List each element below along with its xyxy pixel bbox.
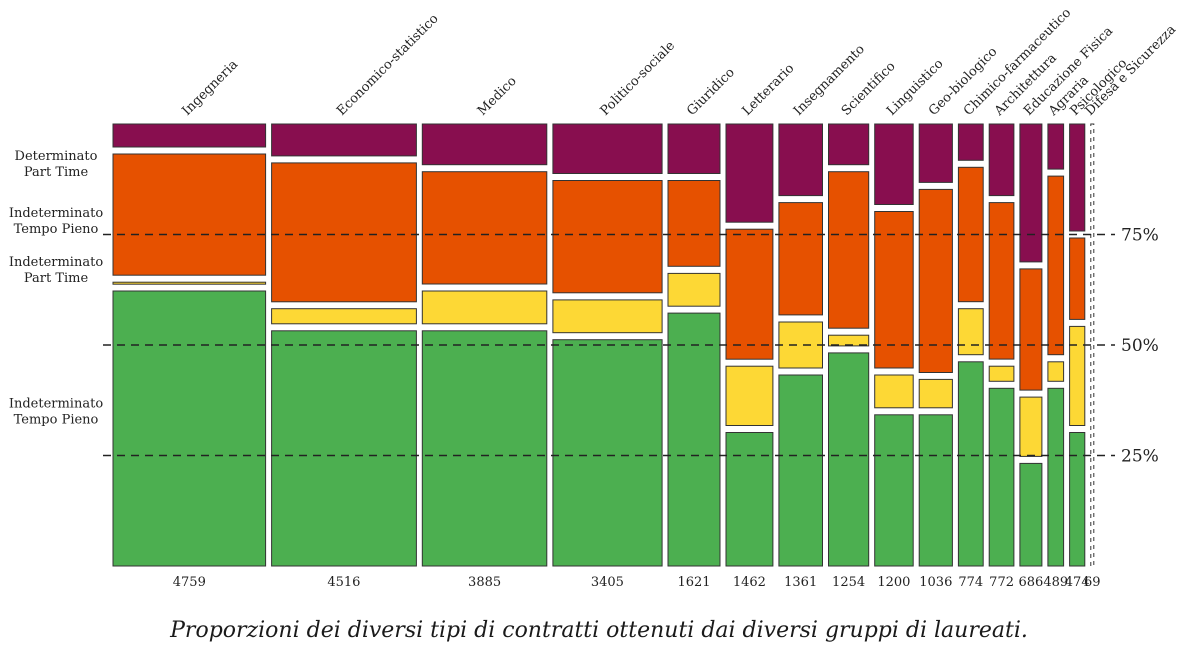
bar-segment-determinato_tempo_pieno [988, 202, 1015, 360]
bar-segment-determinato_tempo_pieno [725, 228, 774, 360]
bar-segment-indeterminato_tempo_pieno [957, 361, 984, 567]
bar-segment-determinato_tempo_pieno [1019, 268, 1043, 391]
bar-segment-indeterminato_tempo_pieno [112, 290, 267, 567]
bar-segment-indeterminato_part_time [1069, 325, 1086, 426]
bar-segment-indeterminato_tempo_pieno [778, 374, 824, 567]
segment-label: Indeterminato [9, 206, 103, 221]
bar-segment-determinato_tempo_pieno [828, 171, 870, 329]
y-tick-label: 25% [1121, 447, 1159, 467]
bar-segment-indeterminato_tempo_pieno [1019, 462, 1043, 567]
bar-segment-determinato_part_time [1069, 123, 1086, 232]
count-label: 1036 [919, 575, 952, 590]
bar-segment-indeterminato_tempo_pieno [1069, 432, 1086, 567]
segment-label: Determinato [15, 149, 98, 164]
bar-segment-determinato_tempo_pieno [271, 162, 417, 303]
bar-segment-indeterminato_part_time [778, 321, 824, 369]
category-label: Economico-statistico [334, 11, 442, 119]
count-label: 3405 [591, 575, 624, 590]
bar-segment-indeterminato_part_time [957, 308, 984, 356]
count-label: 1462 [733, 575, 766, 590]
bar-segment-indeterminato_part_time [421, 290, 548, 325]
bar-segment-indeterminato_part_time [725, 365, 774, 427]
count-label: 1200 [877, 575, 910, 590]
bar-segment-indeterminato_part_time [874, 374, 914, 409]
count-label: 1621 [677, 575, 710, 590]
count-label: 1254 [832, 575, 865, 590]
bar-segment-determinato_part_time [918, 123, 953, 183]
bar-segment-determinato_part_time [667, 123, 721, 174]
category-label: Letterario [740, 61, 798, 119]
bar-segment-determinato_tempo_pieno [552, 180, 663, 294]
count-label: 774 [958, 575, 983, 590]
bar-segment-determinato_tempo_pieno [421, 171, 548, 285]
segment-label: Part Time [24, 165, 89, 180]
bar-segment-determinato_tempo_pieno [112, 153, 267, 276]
bar-segment-indeterminato_tempo_pieno [725, 432, 774, 567]
count-label: 686 [1018, 575, 1043, 590]
bar-segment-indeterminato_tempo_pieno [988, 387, 1015, 567]
bar-segment-determinato_tempo_pieno [1069, 237, 1086, 320]
bar-segment-indeterminato_part_time [988, 365, 1015, 382]
bar-segment-indeterminato_tempo_pieno [667, 312, 721, 567]
bar-segment-determinato_part_time [421, 123, 548, 166]
bar-segment-indeterminato_tempo_pieno [421, 330, 548, 567]
y-tick-label: 50% [1121, 336, 1159, 356]
bar-segment-determinato_part_time [112, 123, 267, 148]
bar-segment-determinato_tempo_pieno [918, 188, 953, 373]
bar-segment-determinato_part_time [725, 123, 774, 223]
bar-segment-indeterminato_part_time [271, 308, 417, 325]
y-tick-label: 75% [1121, 226, 1159, 246]
bar-segment-determinato_tempo_pieno [874, 211, 914, 369]
segment-label: Tempo Pieno [14, 412, 99, 427]
category-label: Giuridico [684, 65, 738, 119]
bar-segment-indeterminato_part_time [1019, 396, 1043, 457]
bar-segment-indeterminato_part_time [552, 299, 663, 334]
count-label: 489 [1043, 575, 1068, 590]
bar-segment-determinato_part_time [957, 123, 984, 161]
count-label: 474 [1065, 575, 1090, 590]
bar-segment-indeterminato_tempo_pieno [1047, 387, 1065, 567]
bar-segment-indeterminato_tempo_pieno [828, 352, 870, 567]
bar-segment-indeterminato_part_time [112, 281, 267, 285]
bar-segment-indeterminato_tempo_pieno [552, 339, 663, 567]
bar-segment-indeterminato_tempo_pieno [918, 414, 953, 567]
bar-segment-determinato_tempo_pieno [778, 202, 824, 316]
bar-segment-determinato_tempo_pieno [667, 180, 721, 267]
bar-segment-indeterminato_tempo_pieno [271, 330, 417, 567]
segment-label: Tempo Pieno [14, 222, 99, 237]
category-label: Ingegneria [180, 57, 242, 119]
bar-segment-determinato_part_time [1019, 123, 1043, 263]
segment-label: Part Time [24, 271, 89, 286]
segment-label: Indeterminato [9, 255, 103, 270]
bar-segment-determinato_part_time [828, 123, 870, 166]
count-label: 772 [989, 575, 1014, 590]
category-label: Politico-sociale [598, 38, 679, 119]
count-label: 3885 [468, 575, 501, 590]
bar-segment-determinato_tempo_pieno [1047, 175, 1065, 356]
count-label: 69 [1084, 575, 1101, 590]
bar-segment-determinato_part_time [1090, 123, 1095, 567]
count-label: 4759 [173, 575, 206, 590]
bar-segment-indeterminato_tempo_pieno [874, 414, 914, 567]
count-label: 1361 [784, 575, 817, 590]
bar-segment-determinato_part_time [874, 123, 914, 205]
bar-segment-determinato_part_time [271, 123, 417, 157]
bar-segment-indeterminato_part_time [1047, 361, 1065, 382]
chart-caption: Proporzioni dei diversi tipi di contratt… [170, 618, 1028, 643]
bar-segment-indeterminato_part_time [828, 334, 870, 347]
bar-segment-indeterminato_part_time [918, 378, 953, 409]
count-label: 4516 [327, 575, 360, 590]
bar-segment-indeterminato_part_time [667, 272, 721, 307]
segment-label: Indeterminato [9, 396, 103, 411]
category-label: Medico [475, 74, 520, 119]
bar-segment-determinato_part_time [988, 123, 1015, 197]
bar-segment-determinato_part_time [778, 123, 824, 197]
bar-segment-determinato_part_time [1047, 123, 1065, 170]
bar-segment-determinato_part_time [552, 123, 663, 174]
